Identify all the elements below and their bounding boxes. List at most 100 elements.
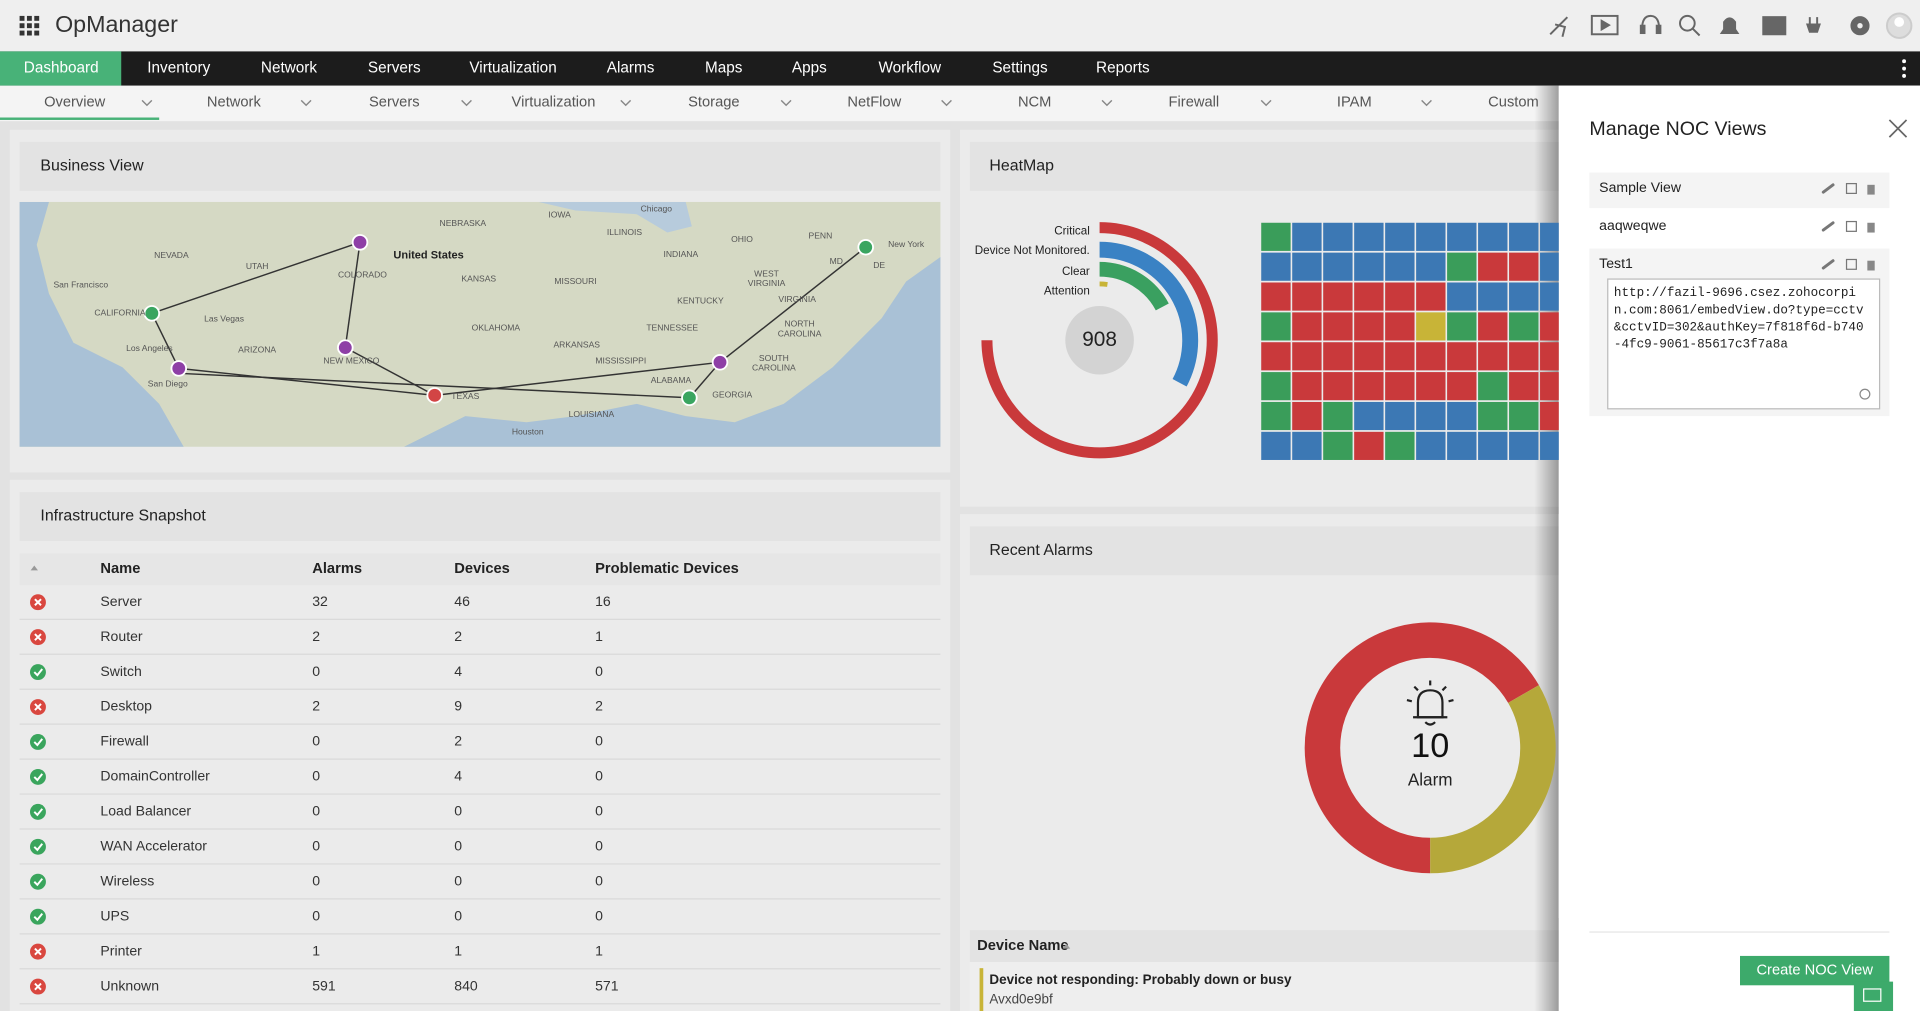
sub-nav-tab[interactable]: Firewall: [1169, 95, 1220, 111]
toolbar-icons[interactable]: [1549, 12, 1913, 39]
heatmap-cell[interactable]: [1385, 312, 1415, 341]
heatmap-cell[interactable]: [1354, 342, 1384, 371]
heatmap-cell[interactable]: [1323, 372, 1353, 401]
heatmap-cell[interactable]: [1385, 431, 1415, 460]
heatmap-cell[interactable]: [1292, 401, 1322, 431]
heatmap-cell[interactable]: [1509, 252, 1539, 281]
heatmap-cell[interactable]: [1416, 252, 1446, 281]
heatmap-cell[interactable]: [1292, 282, 1322, 311]
heatmap-cell[interactable]: [1447, 372, 1477, 401]
heatmap-cell[interactable]: [1447, 431, 1477, 460]
nav-tab[interactable]: Alarms: [607, 60, 655, 77]
sub-nav-tab[interactable]: Custom: [1488, 95, 1539, 111]
nav-tab[interactable]: Dashboard: [24, 60, 99, 77]
heatmap-cell[interactable]: [1292, 431, 1322, 460]
heatmap-cell[interactable]: [1292, 372, 1322, 401]
heatmap-cell[interactable]: [1323, 252, 1353, 281]
alarm-message[interactable]: Device not responding: Probably down or …: [989, 972, 1292, 987]
alarm-row[interactable]: [969, 962, 1570, 1011]
heatmap-cell[interactable]: [1261, 401, 1291, 431]
heatmap-cell[interactable]: [1385, 252, 1415, 281]
map-node[interactable]: [143, 305, 161, 322]
map[interactable]: [19, 201, 941, 447]
link-icon[interactable]: [1821, 183, 1835, 194]
heatmap-cell[interactable]: [1478, 312, 1508, 341]
heatmap-cell[interactable]: [1354, 401, 1384, 431]
heatmap-cell[interactable]: [1447, 342, 1477, 371]
heatmap-cell[interactable]: [1385, 222, 1415, 251]
delete-icon[interactable]: [1867, 222, 1875, 233]
heatmap-cell[interactable]: [1509, 312, 1539, 341]
map-node[interactable]: [857, 238, 874, 256]
heatmap-cell[interactable]: [1261, 342, 1291, 371]
heatmap-cell[interactable]: [1478, 282, 1508, 311]
nav-tab[interactable]: Servers: [368, 60, 421, 77]
heatmap-cell[interactable]: [1292, 312, 1322, 341]
heatmap-cell[interactable]: [1416, 312, 1446, 341]
heatmap-cell[interactable]: [1478, 342, 1508, 371]
delete-icon[interactable]: [1867, 184, 1875, 195]
map-node[interactable]: [426, 387, 443, 404]
heatmap-cell[interactable]: [1416, 372, 1446, 401]
heatmap-cell[interactable]: [1261, 372, 1291, 401]
heatmap-cell[interactable]: [1323, 312, 1353, 341]
heatmap-cell[interactable]: [1323, 342, 1353, 371]
heatmap-cell[interactable]: [1292, 252, 1322, 281]
nav-tab[interactable]: Apps: [792, 60, 827, 77]
heatmap-cell[interactable]: [1540, 431, 1559, 460]
heatmap-cell[interactable]: [1354, 312, 1384, 341]
heatmap-cell[interactable]: [1447, 282, 1477, 311]
sub-nav-tab[interactable]: Network: [207, 95, 262, 111]
heatmap-cell[interactable]: [1509, 431, 1539, 460]
heatmap-cell[interactable]: [1509, 222, 1539, 251]
sub-nav-tab[interactable]: IPAM: [1337, 95, 1372, 111]
apps-icon[interactable]: [19, 15, 40, 36]
heatmap-cell[interactable]: [1416, 401, 1446, 431]
heatmap-cell[interactable]: [1540, 312, 1559, 341]
map-node[interactable]: [337, 339, 354, 356]
nav-tab[interactable]: Workflow: [878, 60, 942, 77]
map-node[interactable]: [170, 360, 188, 377]
view-row[interactable]: [1589, 172, 1890, 209]
more-icon[interactable]: [1902, 59, 1907, 78]
refresh-icon[interactable]: [1859, 388, 1871, 400]
delete-icon[interactable]: [1867, 260, 1875, 271]
heatmap-cell[interactable]: [1540, 401, 1559, 431]
url-field[interactable]: http://fazil-9696.csez.zohocorpin.com:80…: [1608, 280, 1875, 390]
nav-tab[interactable]: Settings: [992, 60, 1048, 77]
sub-nav-tab[interactable]: Servers: [369, 95, 420, 111]
create-button[interactable]: [1740, 955, 1890, 986]
edit-icon[interactable]: [1845, 258, 1857, 270]
heatmap-cell[interactable]: [1354, 282, 1384, 311]
heatmap-cell[interactable]: [1385, 342, 1415, 371]
heatmap-cell[interactable]: [1447, 312, 1477, 341]
heatmap-cell[interactable]: [1354, 252, 1384, 281]
heatmap-cell[interactable]: [1540, 282, 1559, 311]
heatmap-cell[interactable]: [1478, 252, 1508, 281]
heatmap-cell[interactable]: [1447, 401, 1477, 431]
column-header[interactable]: Name: [100, 561, 140, 577]
heatmap-cell[interactable]: [1447, 252, 1477, 281]
heatmap-cell[interactable]: [1447, 222, 1477, 251]
nav-tab[interactable]: Maps: [705, 60, 743, 77]
heatmap-cell[interactable]: [1261, 431, 1291, 460]
close-icon[interactable]: [1888, 119, 1908, 138]
nav-tab[interactable]: Reports: [1096, 60, 1150, 77]
heatmap-cell[interactable]: [1540, 222, 1559, 251]
column-header[interactable]: Alarms: [312, 561, 362, 577]
heatmap-cell[interactable]: [1354, 222, 1384, 251]
heatmap-cell[interactable]: [1540, 372, 1559, 401]
sub-nav-tab[interactable]: Overview: [44, 95, 106, 111]
heatmap-cell[interactable]: [1323, 222, 1353, 251]
heatmap-cell[interactable]: [1416, 222, 1446, 251]
sub-nav-tab[interactable]: NetFlow: [847, 95, 901, 111]
column-header[interactable]: Problematic Devices: [595, 561, 739, 577]
heatmap-cell[interactable]: [1261, 222, 1291, 251]
heatmap-cell[interactable]: [1323, 431, 1353, 460]
heatmap-cell[interactable]: [1354, 372, 1384, 401]
edit-icon[interactable]: [1845, 182, 1857, 194]
sub-nav-tab[interactable]: Virtualization: [512, 95, 596, 111]
sort-icon[interactable]: [1062, 943, 1071, 949]
map-node[interactable]: [711, 354, 729, 371]
url-text[interactable]: http://fazil-9696.csez.zohocorpin.com:80…: [1613, 286, 1864, 353]
